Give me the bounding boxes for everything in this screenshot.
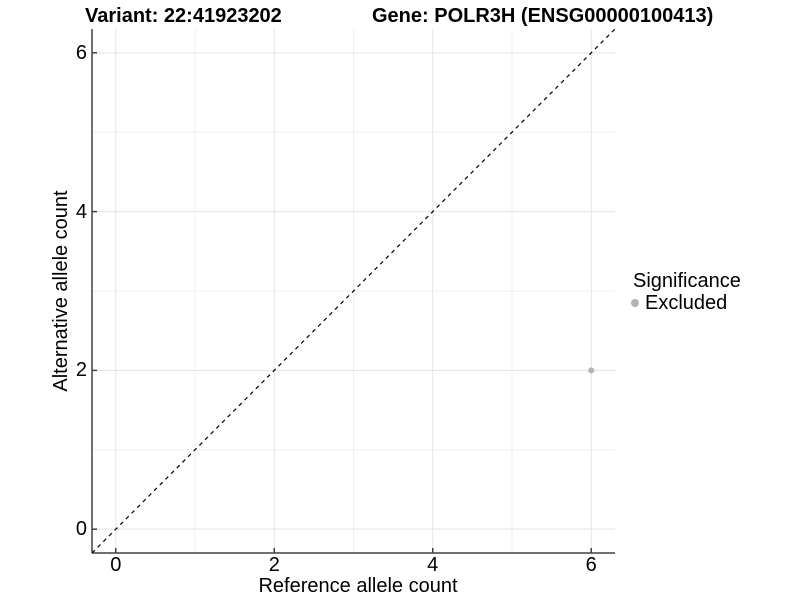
- legend-title: Significance: [633, 270, 741, 292]
- x-tick-label: 2: [268, 554, 280, 576]
- legend: Significance Excluded: [630, 271, 741, 313]
- x-axis-title: Reference allele count: [258, 575, 458, 597]
- gene-title: Gene: POLR3H (ENSG00000100413): [372, 5, 714, 27]
- identity-line: [91, 28, 616, 554]
- y-axis-title: Alternative allele count: [50, 190, 72, 392]
- y-tick-label: 6: [75, 41, 87, 64]
- variant-title: Variant: 22:41923202: [85, 5, 282, 27]
- x-tick-label: 6: [585, 554, 597, 576]
- y-tick-label: 4: [75, 200, 87, 223]
- legend-item-label: Excluded: [645, 292, 728, 314]
- x-tick-label: 4: [427, 554, 439, 576]
- x-tick-label: 0: [110, 554, 122, 576]
- y-tick-label: 0: [75, 518, 87, 541]
- excluded-point-icon: [631, 299, 639, 307]
- legend-item-excluded: Excluded: [630, 293, 741, 313]
- y-tick-label: 2: [75, 359, 87, 382]
- data-point: [588, 367, 595, 374]
